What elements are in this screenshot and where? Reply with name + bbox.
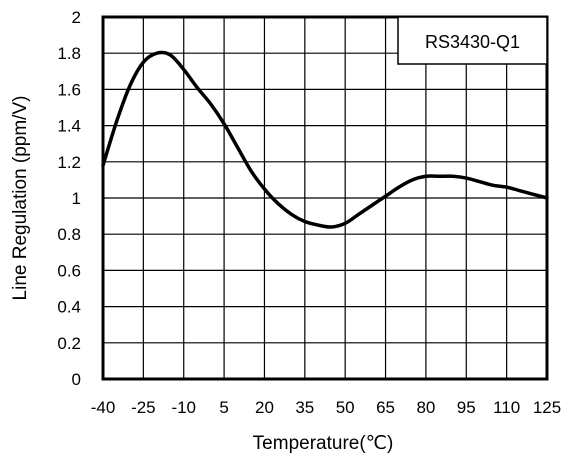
grid-lines — [102, 16, 548, 380]
y-tick-label: 1.2 — [57, 153, 81, 172]
plot-frame — [101, 15, 549, 381]
y-axis-title: Line Regulation (ppm/V) — [10, 96, 31, 301]
series-line-rs3430-q1 — [101, 50, 549, 229]
y-tick-label: 0.2 — [57, 334, 81, 353]
y-tick-label: 1.4 — [57, 117, 81, 136]
x-tick-label: 35 — [295, 398, 314, 417]
x-tick-labels: -40 -25 -10 5 20 35 50 65 80 95 110 125 — [91, 398, 561, 417]
y-tick-label: 1 — [72, 189, 81, 208]
x-tick-label: 5 — [219, 398, 228, 417]
y-tick-label: 0.6 — [57, 261, 81, 280]
x-tick-label: 110 — [493, 398, 520, 417]
x-tick-label: 50 — [336, 398, 355, 417]
y-tick-labels: 0 0.2 0.4 0.6 0.8 1 1.2 1.4 1.6 1.8 2 — [57, 8, 81, 389]
x-tick-label: -40 — [91, 398, 116, 417]
y-tick-label: 0.4 — [57, 298, 81, 317]
x-tick-label: -25 — [131, 398, 156, 417]
y-tick-label: 1.8 — [57, 44, 81, 63]
legend-box — [397, 16, 548, 65]
y-tick-label: 0 — [72, 370, 81, 389]
x-tick-label: 20 — [255, 398, 274, 417]
y-tick-label: 0.8 — [57, 225, 81, 244]
x-tick-label: -10 — [171, 398, 196, 417]
legend: RS3430-Q1 — [397, 16, 548, 65]
y-tick-label: 1.6 — [57, 80, 81, 99]
x-tick-label: 80 — [416, 398, 435, 417]
y-tick-label: 2 — [72, 8, 81, 27]
x-axis-title: Temperature(℃) — [253, 433, 394, 454]
x-tick-label: 65 — [376, 398, 395, 417]
x-tick-label: 95 — [457, 398, 476, 417]
x-tick-label: 125 — [533, 398, 561, 417]
legend-label: RS3430-Q1 — [425, 32, 520, 52]
